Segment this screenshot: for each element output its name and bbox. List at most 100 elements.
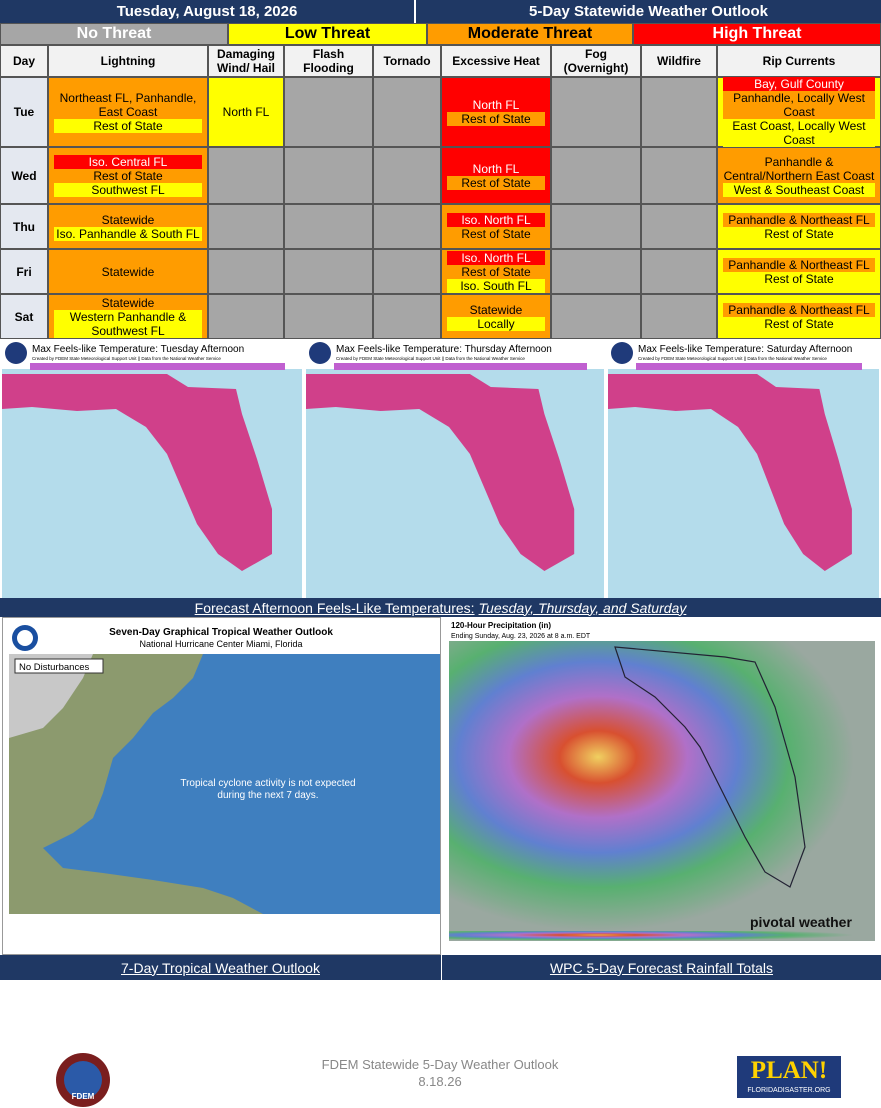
precip-field xyxy=(449,641,875,931)
hazard-line: Rest of State xyxy=(723,316,875,331)
feels-like-map: Max Feels-like Temperature: Saturday Aft… xyxy=(608,339,879,598)
hazard-cell xyxy=(551,249,641,294)
hazard-cell: Bay, Gulf County Panhandle, Locally West … xyxy=(717,77,881,147)
map-credit: Created by FDEM State Meteorological Sup… xyxy=(32,356,221,361)
header-line: Day xyxy=(12,54,35,68)
column-header: Lightning xyxy=(48,45,208,77)
legend-item: Low Threat xyxy=(228,23,427,45)
hazard-cell: North FL xyxy=(208,77,284,147)
footer-title: FDEM Statewide 5-Day Weather Outlook xyxy=(321,1057,559,1072)
hazard-cell: Panhandle & Central/Northern East Coast W… xyxy=(717,147,881,204)
hazard-line: Western Panhandle & Southwest FL xyxy=(54,309,202,338)
hazard-cell: Iso. North FL Rest of State xyxy=(441,204,551,249)
column-header: Fog (Overnight) xyxy=(551,45,641,77)
fdem-inner xyxy=(64,1061,102,1099)
hazard-cell xyxy=(641,204,717,249)
tropical-panel: Seven-Day Graphical Tropical Weather Out… xyxy=(2,617,441,955)
hazard-line: West & Southeast Coast xyxy=(723,182,875,197)
feels-like-map: Max Feels-like Temperature: Tuesday Afte… xyxy=(2,339,302,598)
hazard-cell xyxy=(284,77,373,147)
column-header: Day xyxy=(0,45,48,77)
hazard-line: Panhandle & Northeast FL xyxy=(723,302,875,317)
hazard-cell xyxy=(551,77,641,147)
hazard-line: Panhandle, Locally West Coast xyxy=(723,91,875,119)
hazard-line: Rest of State xyxy=(723,226,875,241)
day: Fri xyxy=(0,249,48,294)
hazard-line: East Coast, Locally West Coast xyxy=(723,119,875,147)
fdem-badge xyxy=(611,342,633,364)
hazard-cell xyxy=(551,204,641,249)
florida xyxy=(2,374,272,571)
temp-scale xyxy=(334,363,587,370)
header-line: Flash xyxy=(312,47,345,61)
fdem-text: FDEM xyxy=(72,1092,95,1101)
scale xyxy=(449,931,875,941)
hazard-cell xyxy=(551,294,641,339)
hazard-cell: Northeast FL, Panhandle, East Coast Rest … xyxy=(48,77,208,147)
legend-item: High Threat xyxy=(633,23,881,45)
rainfall-panel: 120-Hour Precipitation (in) Ending Sunda… xyxy=(445,617,879,955)
map-title: Max Feels-like Temperature: Saturday Aft… xyxy=(638,344,852,355)
florida xyxy=(306,374,575,571)
fdem-badge xyxy=(5,342,27,364)
plan-text: PLAN! xyxy=(750,1057,828,1084)
hazard-line: Panhandle & Northeast FL xyxy=(723,257,875,272)
fdem-badge xyxy=(309,342,331,364)
hazard-line: Iso. North FL xyxy=(447,250,545,265)
hazard-cell: Iso. Central FL Rest of State Southwest FL xyxy=(48,147,208,204)
hazard-cell: Panhandle & Northeast FL Rest of State xyxy=(717,249,881,294)
florida-outline xyxy=(614,646,806,888)
footer-text: FDEM Statewide 5-Day Weather Outlook 8.1… xyxy=(250,1056,630,1090)
hazard-cell xyxy=(373,77,441,147)
title: 5-Day Statewide Weather Outlook xyxy=(416,0,881,23)
day: Tue xyxy=(0,77,48,147)
legend-area xyxy=(9,914,441,954)
date: Tuesday, August 18, 2026 xyxy=(0,0,416,23)
hazard-cell: Statewide Locally xyxy=(441,294,551,339)
fdem-logo-svg: FDEM xyxy=(56,1053,110,1107)
column-header: Damaging Wind/ Hail xyxy=(208,45,284,77)
map-credit: Created by FDEM State Meteorological Sup… xyxy=(336,356,525,361)
rainfall-caption: WPC 5-Day Forecast Rainfall Totals xyxy=(442,955,881,980)
hazard-cell: North FL Rest of State xyxy=(441,77,551,147)
hazard-cell: North FL Rest of State xyxy=(441,147,551,204)
hazard-line: Statewide xyxy=(447,302,545,317)
hazard-cell xyxy=(641,147,717,204)
maps-caption: Forecast Afternoon Feels-Like Temperatur… xyxy=(0,598,881,617)
map-title: Max Feels-like Temperature: Tuesday Afte… xyxy=(32,344,244,355)
rain-brand: pivotal weather xyxy=(750,914,852,930)
hazard-cell: Iso. North FL Rest of State Iso. South FL xyxy=(441,249,551,294)
hazard-line: Statewide xyxy=(54,295,202,310)
feels-like-map: Max Feels-like Temperature: Thursday Aft… xyxy=(306,339,604,598)
noaa-logo-inner xyxy=(17,630,33,646)
fdem-logo: FDEM xyxy=(52,1052,114,1108)
header-line: Tornado xyxy=(383,54,431,68)
hazard-line: Panhandle & Northeast FL xyxy=(723,212,875,227)
tropical-caption-text: 7-Day Tropical Weather Outlook xyxy=(121,959,320,976)
hazard-cell xyxy=(373,294,441,339)
legend-item: Moderate Threat xyxy=(427,23,633,45)
legend-item: No Threat xyxy=(0,23,228,45)
hazard-cell xyxy=(208,249,284,294)
hazard-line: Statewide xyxy=(54,212,202,227)
header-line: Wind/ Hail xyxy=(217,61,275,75)
hazard-line: North FL xyxy=(447,98,545,112)
land xyxy=(9,654,263,914)
header-line: Lightning xyxy=(100,54,156,68)
hazard-cell xyxy=(641,77,717,147)
hazard-line: Statewide xyxy=(54,264,202,279)
footer-date: 8.18.26 xyxy=(418,1074,462,1089)
column-header: Excessive Heat xyxy=(441,45,551,77)
hazard-cell xyxy=(373,147,441,204)
hazard-cell xyxy=(373,249,441,294)
header-line: (Overnight) xyxy=(563,61,629,75)
hazard-cell: Statewide Western Panhandle & Southwest F… xyxy=(48,294,208,339)
hazard-cell xyxy=(641,294,717,339)
hazard-line: Rest of State xyxy=(54,119,202,133)
hazard-line: Rest of State xyxy=(447,264,545,279)
map-title: Max Feels-like Temperature: Thursday Aft… xyxy=(336,344,552,355)
hazard-line: Southwest FL xyxy=(54,182,202,197)
temp-scale xyxy=(30,363,285,370)
hazard-cell xyxy=(641,249,717,294)
header-line: Flooding xyxy=(303,61,354,75)
